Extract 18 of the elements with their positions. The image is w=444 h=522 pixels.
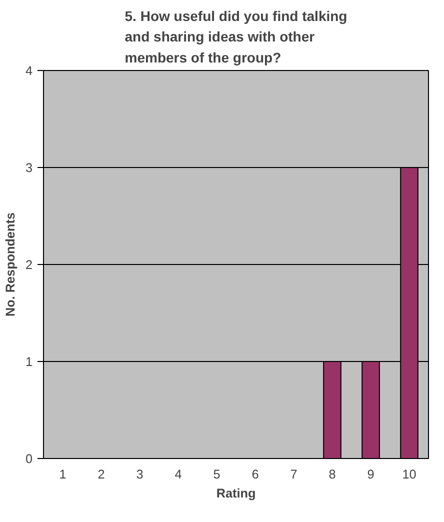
x-tick-label: 7 [290,468,298,482]
y-tick-label: 3 [25,161,33,175]
x-tick-label: 4 [174,468,182,482]
x-tick-label: 3 [136,468,144,482]
x-tick-label: 9 [367,468,374,482]
y-tick-label: 2 [25,258,33,272]
chart-title: 5. How useful did you find talking and sharing ideas with other members of the group? [124,8,348,66]
y-tick-label: 4 [25,64,33,78]
x-tick-label: 6 [252,468,259,482]
y-tick-label: 1 [25,355,33,369]
x-tick-label: 2 [98,468,105,482]
x-tick-label: 1 [59,468,66,482]
y-tick-label: 0 [25,452,33,466]
x-tick-label: 8 [328,468,336,482]
y-axis-title: No. Respondents [3,212,18,317]
x-tick-label: 5 [213,468,220,482]
x-tick-label: 10 [402,468,416,482]
x-axis-title: Rating [216,486,256,500]
